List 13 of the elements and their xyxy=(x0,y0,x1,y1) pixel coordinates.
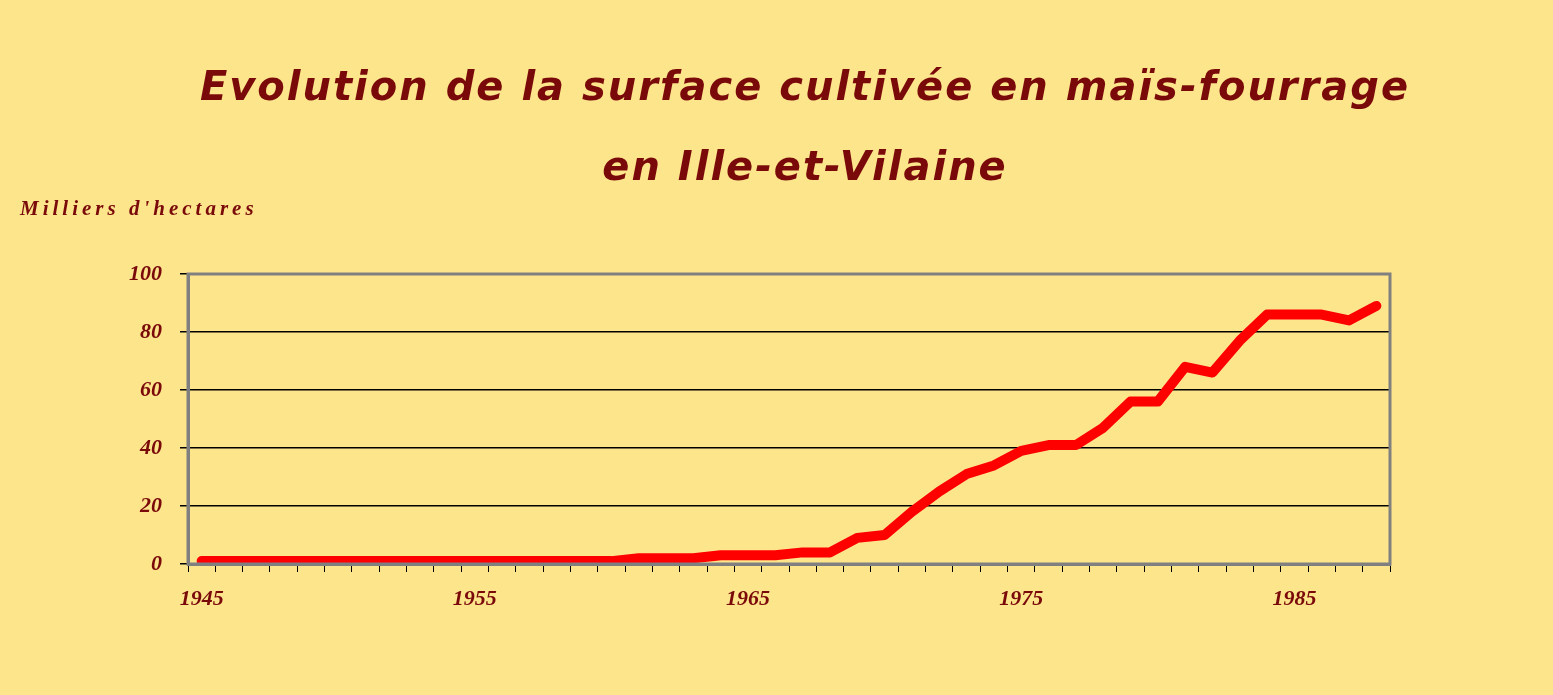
x-tick-label: 1955 xyxy=(452,584,497,610)
x-tick-label: 1965 xyxy=(726,584,771,610)
y-tick-label: 0 xyxy=(151,549,162,575)
y-tick-label: 60 xyxy=(140,375,162,401)
y-tick-label: 40 xyxy=(139,433,162,459)
y-axis-title: Milliers d'hectares xyxy=(20,196,258,221)
x-tick-label: 1945 xyxy=(179,584,224,610)
x-tick-label: 1985 xyxy=(1272,584,1317,610)
y-tick-label: 100 xyxy=(129,259,162,285)
x-tick-label: 1975 xyxy=(999,584,1044,610)
chart-title: Evolution de la surface cultivée en maïs-fourrage en Ille-et-Vilaine xyxy=(199,63,1411,189)
y-tick-label: 80 xyxy=(140,317,162,343)
y-tick-label: 20 xyxy=(139,491,162,517)
